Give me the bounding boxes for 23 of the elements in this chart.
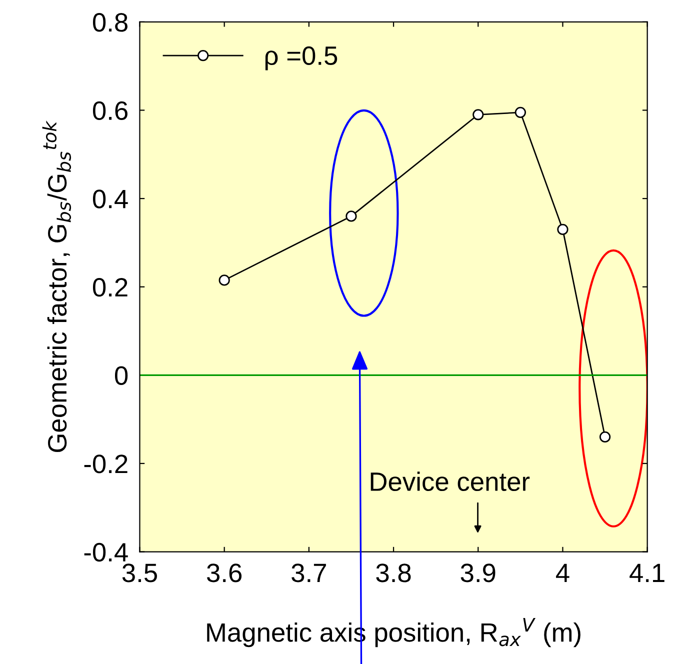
legend-label: ρ =0.5: [265, 46, 338, 70]
x-tick-label: 3.8: [376, 564, 411, 582]
point: [346, 210, 357, 222]
x-tick-label: 4: [556, 564, 570, 582]
y-tick-label: 0.4: [92, 190, 128, 208]
point: [218, 274, 230, 286]
y-tick-label: 0.6: [92, 101, 128, 120]
point: [472, 109, 484, 120]
annotation: Device center: [370, 472, 530, 492]
x-tick-label: 3.9: [460, 564, 496, 582]
point: [557, 224, 568, 235]
y-tick-label: -0.2: [84, 454, 128, 474]
y-tick-label: -0.4: [84, 542, 128, 562]
point: [599, 431, 611, 443]
y-axis-title: Geometric factor, G$_{bs}$/G$_{bs}$$^{tok}$: [42, 120, 72, 452]
x-tick-label: 3.5: [122, 564, 157, 582]
y-tick-label: 0.2: [92, 278, 128, 297]
y-tick-label: 0.8: [92, 13, 128, 32]
x-tick-label: 3.7: [292, 564, 326, 582]
x-tick-label: 4.1: [630, 564, 664, 582]
x-tick-label: 3.6: [207, 564, 242, 582]
y-tick-label: 0: [114, 366, 128, 385]
point: [514, 106, 526, 118]
